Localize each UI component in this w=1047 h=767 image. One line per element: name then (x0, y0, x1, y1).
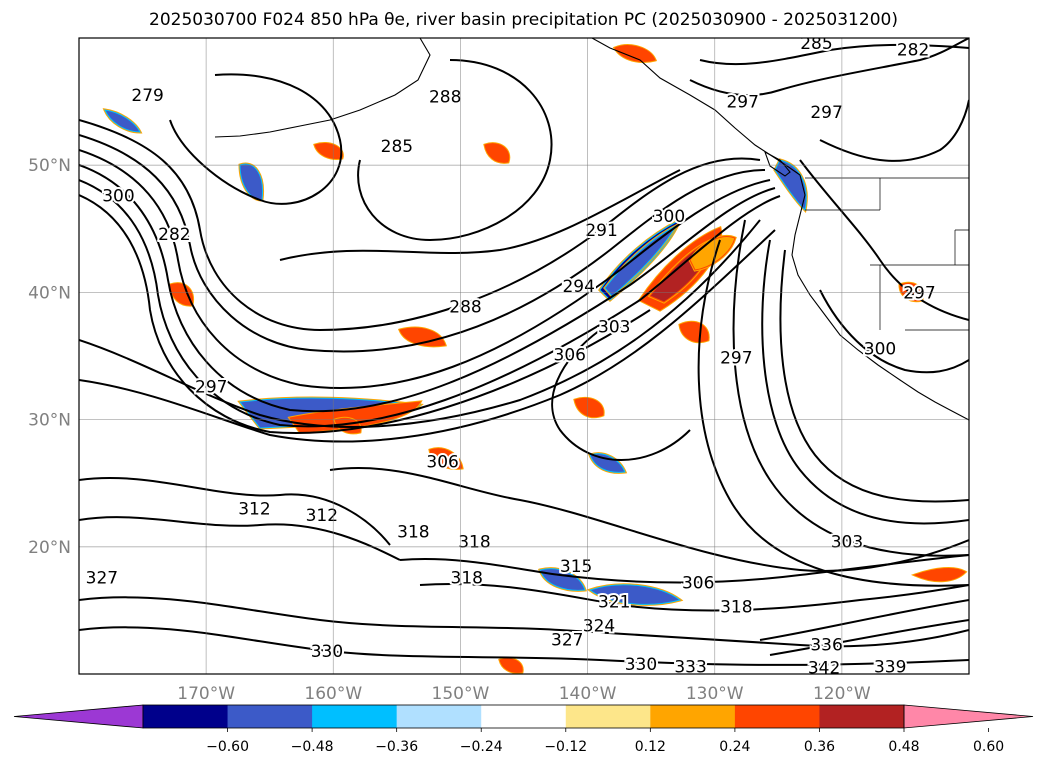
map-frame (78, 37, 970, 675)
contour-line (79, 596, 969, 648)
precip-area (589, 453, 626, 473)
contour-label: 288 (429, 88, 461, 108)
theta-e-contours (79, 38, 969, 666)
contour-label: 297 (195, 378, 227, 398)
contour-label: 300 (864, 339, 896, 359)
contour-label: 312 (306, 506, 338, 526)
contour-label: 282 (158, 225, 190, 245)
contour-label: 318 (458, 533, 490, 553)
contour-line (819, 289, 969, 374)
contour-labels: 279 288 285 282 288 294 291 300 303 306 297 297 297 2… (84, 34, 938, 679)
axis-tick-labels: 20°N 30°N 40°N 50°N 170°W 160°W 150°W 140°W 130°… (28, 156, 871, 704)
contour-label: 333 (674, 657, 706, 677)
contour-label: 285 (381, 137, 413, 157)
contour-label: 327 (86, 568, 118, 588)
precip-area (104, 109, 141, 133)
contour-label: 303 (831, 533, 863, 553)
precip-area (399, 327, 446, 347)
contour-line (551, 329, 691, 461)
contour-label: 318 (720, 598, 752, 618)
precip-area (614, 45, 656, 62)
contour-line (697, 239, 969, 587)
contour-label: 303 (598, 318, 630, 338)
contour-line (357, 59, 553, 242)
contour-line (79, 164, 776, 413)
contour-label: 312 (238, 500, 270, 520)
contour-label: 300 (102, 187, 134, 207)
contour-label: 336 (810, 636, 842, 656)
contour-label: 279 (131, 86, 163, 106)
contour-label: 297 (810, 103, 842, 123)
map-background (79, 38, 969, 674)
lon-tick-label: 140°W (559, 684, 617, 704)
precip-area (499, 658, 523, 673)
chart-title: 2025030700 F024 850 hPa θe, river basin … (149, 10, 898, 30)
contour-line (79, 476, 391, 546)
contour-line (699, 43, 969, 66)
contour-label: 288 (449, 297, 481, 317)
contour-line (819, 99, 969, 162)
vancouver-island (764, 150, 791, 177)
contour-line (79, 516, 401, 561)
contour-label: 330 (625, 655, 657, 675)
na-west-coast (791, 174, 969, 421)
contour-line (759, 599, 969, 641)
precip-area (429, 448, 463, 469)
lon-tick-label: 170°W (177, 684, 235, 704)
contour-line (79, 134, 766, 353)
contour-line (79, 626, 969, 666)
contour-label: 282 (897, 40, 929, 60)
contour-label: 315 (560, 557, 592, 577)
contour-line (79, 219, 761, 428)
contour-label: 318 (451, 568, 483, 588)
contour-line (689, 38, 969, 97)
contour-line (169, 73, 343, 205)
gridlines (79, 38, 969, 674)
contour-label: 291 (585, 221, 617, 241)
contour-line (79, 229, 776, 443)
lat-tick-label: 50°N (28, 156, 71, 176)
contour-label: 342 (808, 659, 840, 679)
contour-line (761, 239, 969, 525)
contour-line (799, 159, 969, 321)
lat-tick-label: 30°N (28, 411, 71, 431)
contour-label: 306 (554, 346, 586, 366)
contour-line (79, 179, 781, 428)
contour-label: 285 (800, 34, 832, 54)
contour-label: 318 (397, 523, 429, 543)
lat-tick-label: 20°N (28, 538, 71, 558)
lon-tick-label: 130°W (686, 684, 744, 704)
precip-area (484, 143, 510, 163)
contour-label: 294 (562, 277, 594, 297)
lon-tick-label: 120°W (813, 684, 871, 704)
state-borders (805, 177, 969, 331)
contour-label: 327 (551, 631, 583, 651)
contour-line (779, 249, 969, 503)
contour-label: 300 (653, 207, 685, 227)
precip-area (588, 584, 682, 605)
contour-line (732, 219, 969, 557)
contour-label: 297 (720, 348, 752, 368)
contour-line (79, 119, 761, 332)
contour-line (399, 554, 969, 584)
contour-line (769, 619, 969, 656)
lat-tick-label: 40°N (28, 283, 71, 303)
contour-label: 330 (311, 642, 343, 662)
lon-tick-label: 160°W (304, 684, 362, 704)
contour-line (279, 169, 681, 261)
precip-area (314, 143, 343, 159)
contour-label: 324 (583, 617, 615, 637)
lon-tick-label: 150°W (432, 684, 490, 704)
contour-line (79, 149, 771, 390)
contour-label: 321 (598, 592, 630, 612)
contour-label: 339 (874, 657, 906, 677)
contour-label: 297 (726, 93, 758, 113)
contour-label: 306 (682, 573, 714, 593)
contour-label: 306 (426, 453, 458, 473)
precip-area (913, 567, 966, 582)
contour-line (419, 583, 969, 612)
contour-label: 297 (903, 283, 935, 303)
